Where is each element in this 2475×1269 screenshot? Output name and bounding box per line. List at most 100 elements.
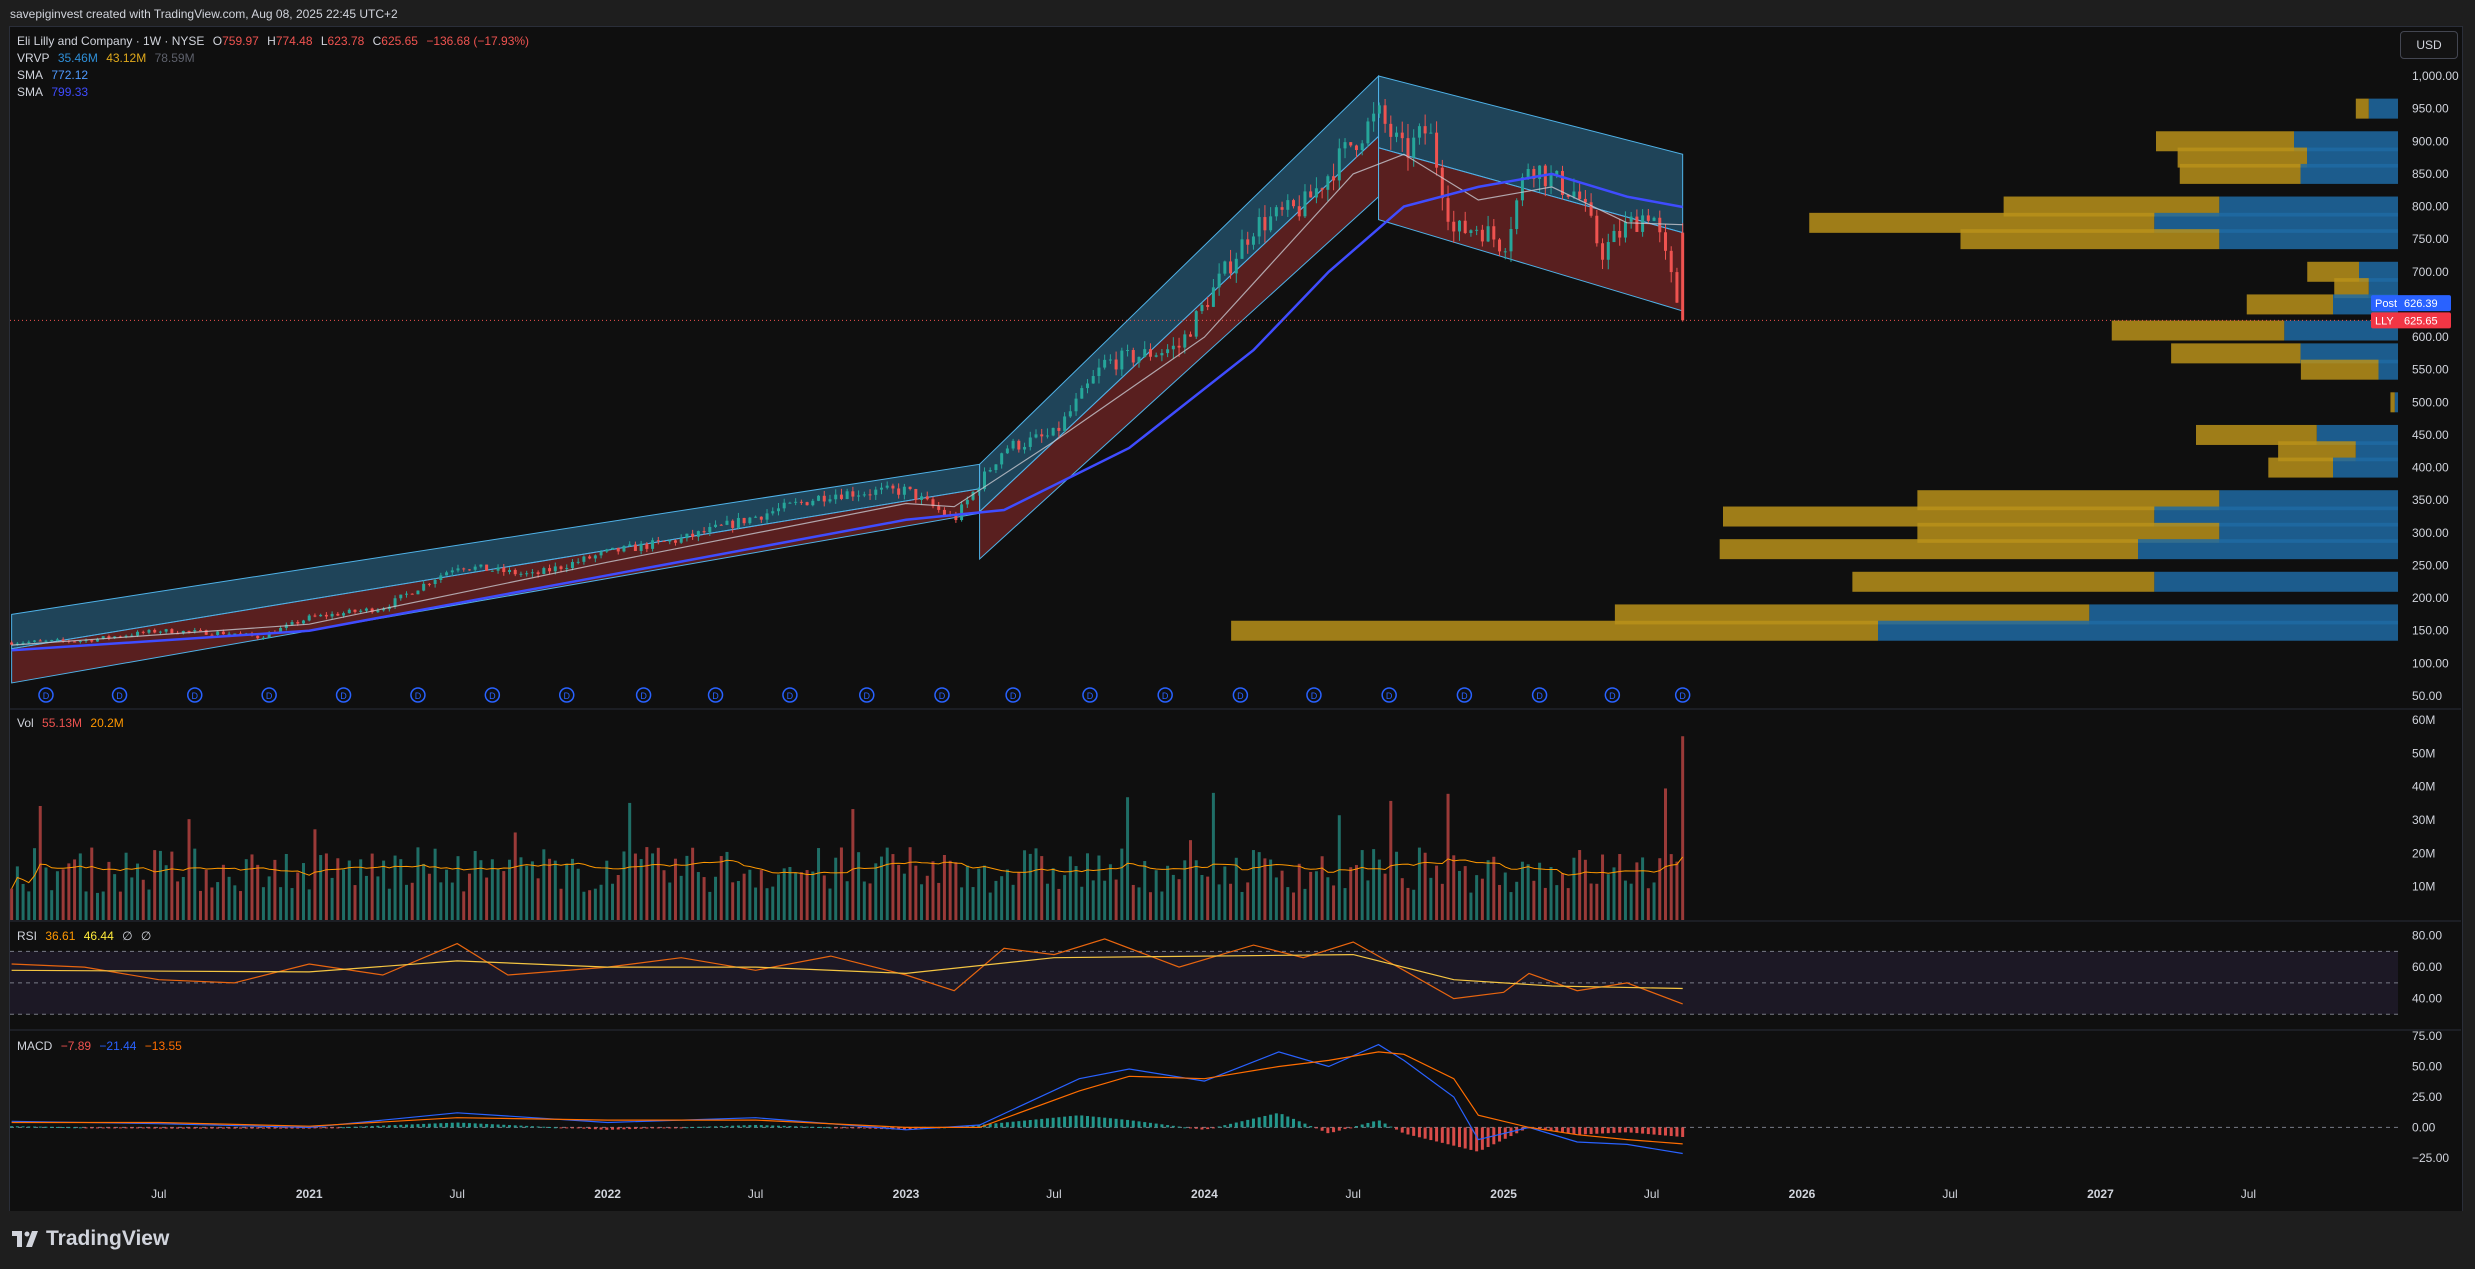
macd-histogram-bar: [153, 1127, 157, 1129]
dividend-marker-icon[interactable]: [1306, 687, 1322, 703]
candle-body: [885, 485, 889, 488]
volume-bar: [1303, 888, 1307, 920]
macd-histogram-bar: [651, 1127, 655, 1129]
dividend-marker-icon[interactable]: [1005, 687, 1021, 703]
dividend-marker-icon[interactable]: [38, 687, 54, 703]
volume-bar: [645, 847, 649, 920]
macd-histogram-bar: [696, 1126, 700, 1128]
volume-ma-line: [11, 856, 1684, 889]
dividend-marker-icon[interactable]: [1082, 687, 1098, 703]
dividend-marker-icon[interactable]: [1674, 687, 1691, 703]
macd-histogram-bar: [147, 1127, 151, 1129]
candle-body: [937, 506, 941, 510]
candle-body: [1366, 121, 1370, 144]
volume-bar: [696, 872, 700, 920]
candle-body: [73, 641, 77, 643]
dividend-marker-icon[interactable]: [1381, 687, 1397, 703]
time-tick-label: Jul: [1046, 1187, 1061, 1201]
candle-body: [462, 568, 466, 570]
dividend-marker-icon[interactable]: [335, 687, 352, 703]
macd-histogram-bar: [301, 1127, 305, 1129]
sma-fast-legend[interactable]: SMA 772.12: [17, 68, 93, 82]
macd-histogram-bar: [794, 1126, 798, 1128]
volume-bar: [261, 887, 265, 920]
candle-body: [645, 543, 649, 549]
dividend-marker-icon[interactable]: [1232, 687, 1249, 703]
volume-bar: [1629, 883, 1633, 920]
macd-histogram-bar: [284, 1127, 288, 1129]
dividend-marker-icon[interactable]: [635, 687, 652, 703]
volume-bar: [1343, 888, 1347, 920]
macd-histogram-bar: [1217, 1126, 1221, 1128]
candle-body: [256, 635, 260, 639]
macd-legend[interactable]: MACD −7.89 −21.44 −13.55: [17, 1039, 187, 1053]
sma-slow-legend[interactable]: SMA 799.33: [17, 85, 93, 99]
macd-histogram-bar: [1292, 1118, 1296, 1128]
candle-body: [1595, 215, 1599, 244]
volume-bar: [1360, 850, 1364, 920]
volume-legend[interactable]: Vol 55.13M 20.2M: [17, 716, 129, 730]
dividend-marker-icon[interactable]: [1456, 687, 1473, 703]
macd-histogram-bar: [788, 1126, 792, 1128]
volume-bar: [1274, 877, 1278, 920]
candle-body: [84, 640, 88, 642]
volume-bar: [1658, 858, 1662, 920]
dividend-marker-icon[interactable]: [1604, 687, 1621, 703]
macd-histogram-bar: [1446, 1127, 1450, 1145]
volume-bar: [1583, 859, 1587, 920]
volume-bar: [61, 869, 65, 920]
volume-bar: [982, 865, 986, 920]
volume-bar: [593, 888, 597, 920]
dividend-marker-icon[interactable]: [410, 687, 426, 703]
macd-histogram-bar: [1303, 1123, 1307, 1128]
time-tick-label: 2026: [1789, 1187, 1816, 1201]
macd-histogram-bar: [473, 1123, 477, 1128]
price-tags: Post 626.39 LLY 625.65: [2371, 295, 2451, 329]
candle-body: [1269, 216, 1273, 231]
dividend-marker-icon[interactable]: [707, 687, 724, 703]
volume-bar: [376, 876, 380, 920]
macd-tick-label: 0.00: [2412, 1120, 2436, 1134]
symbol-title[interactable]: Eli Lilly and Company · 1W · NYSE: [17, 34, 205, 48]
macd-histogram-bar: [1206, 1127, 1210, 1130]
macd-histogram-bar: [1148, 1122, 1152, 1128]
macd-histogram-bar: [622, 1127, 626, 1130]
volume-bar: [1406, 887, 1410, 920]
candle-body: [1417, 126, 1421, 138]
macd-histogram-bar: [193, 1127, 197, 1129]
candle-body: [662, 540, 666, 542]
dividend-marker-icon[interactable]: [782, 687, 798, 703]
volume-bar: [393, 855, 397, 920]
candle-body: [393, 598, 397, 607]
dividend-marker-icon[interactable]: [859, 687, 875, 703]
macd-histogram-bar: [485, 1123, 489, 1128]
volume-bar: [485, 877, 489, 920]
price-tick-label: 100.00: [2412, 656, 2449, 670]
macd-histogram-bar: [1618, 1127, 1622, 1133]
volume-bar: [691, 847, 695, 920]
dividend-marker-icon[interactable]: [484, 687, 501, 703]
dividend-marker-icon[interactable]: [187, 687, 203, 703]
rsi-legend[interactable]: RSI 36.61 46.44 ∅ ∅: [17, 929, 156, 943]
tradingview-logo[interactable]: TradingView: [12, 1227, 169, 1251]
candle-body: [1332, 176, 1336, 181]
currency-button[interactable]: USD: [2400, 31, 2458, 59]
macd-histogram-bar: [525, 1125, 529, 1128]
candle-body: [1189, 334, 1193, 337]
macd-histogram-bar: [1595, 1127, 1599, 1134]
dividend-marker-icon[interactable]: [1531, 687, 1548, 703]
volume-bar: [811, 871, 815, 920]
vp-bar-down: [1231, 620, 1878, 641]
dividend-marker-icon[interactable]: [934, 687, 950, 703]
macd-histogram-bar: [851, 1127, 855, 1129]
candle-body: [1080, 388, 1084, 399]
dividend-marker-icon[interactable]: [558, 687, 575, 703]
dividend-marker-icon[interactable]: [1157, 687, 1173, 703]
macd-histogram-bar: [256, 1127, 260, 1129]
dividend-marker-icon[interactable]: [111, 687, 128, 703]
dividend-marker-icon[interactable]: [261, 687, 277, 703]
vrvp-legend[interactable]: VRVP 35.46M 43.12M 78.59M: [17, 51, 200, 65]
macd-histogram-bar: [187, 1127, 191, 1129]
